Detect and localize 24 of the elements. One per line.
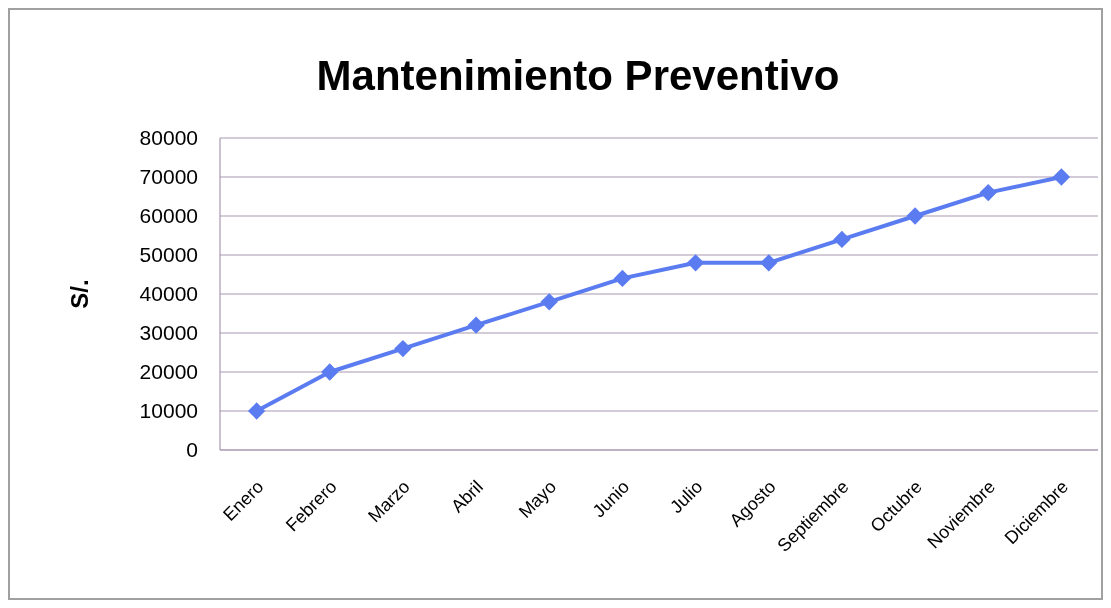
- y-tick-label: 10000: [139, 399, 198, 423]
- y-tick-label: 80000: [139, 126, 198, 150]
- point: [321, 363, 339, 381]
- point: [1052, 168, 1071, 186]
- y-tick-label: 70000: [139, 165, 198, 189]
- y-tick-label: 30000: [139, 321, 198, 345]
- x-tick-label: Julio: [666, 476, 707, 518]
- y-axis-title: S/.: [66, 279, 93, 309]
- chart-title: Mantenimiento Preventivo: [316, 52, 840, 99]
- point: [686, 254, 705, 272]
- y-tick-label: 20000: [139, 360, 198, 384]
- point: [613, 269, 632, 288]
- point: [247, 402, 266, 420]
- y-tick-label: 40000: [139, 282, 198, 306]
- point: [760, 254, 778, 272]
- point: [467, 316, 485, 334]
- y-tick-label: 50000: [139, 243, 198, 267]
- point: [906, 207, 924, 225]
- point: [833, 230, 851, 249]
- y-tick-label: 60000: [139, 204, 198, 228]
- point: [394, 339, 412, 358]
- point: [979, 183, 997, 202]
- point: [540, 293, 558, 311]
- y-tick-label: 0: [186, 438, 198, 462]
